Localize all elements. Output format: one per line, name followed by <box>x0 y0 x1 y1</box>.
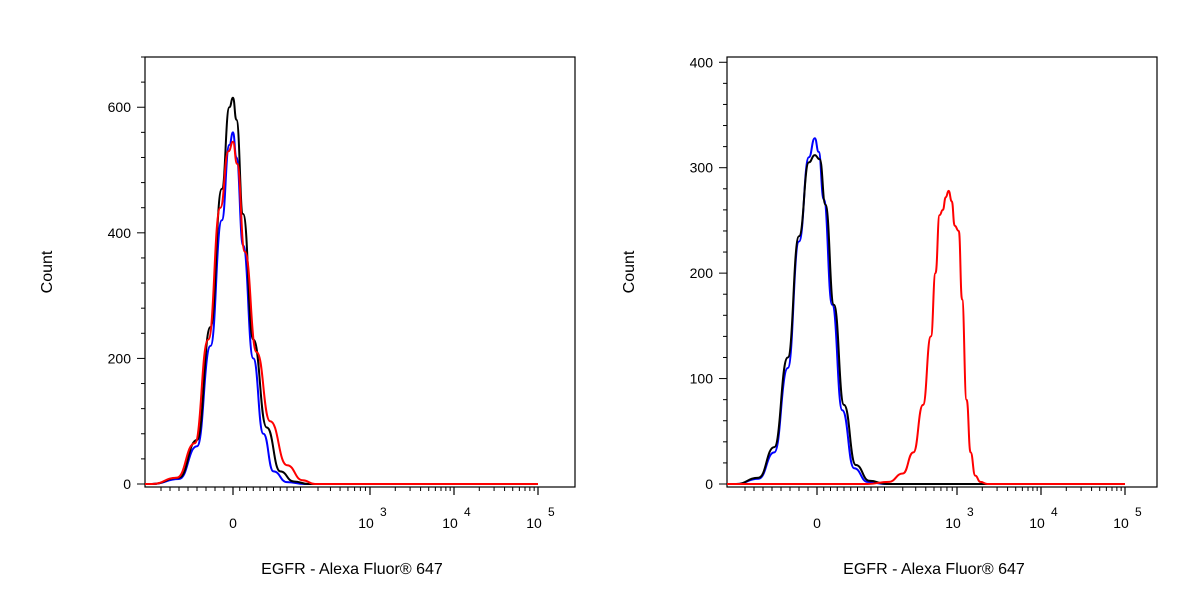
x-tick-label: 0 <box>229 515 237 531</box>
y-tick-label: 300 <box>690 160 714 176</box>
histogram-series-2 <box>726 154 1125 485</box>
x-tick-exponent: 4 <box>1051 505 1058 519</box>
plot-frame <box>144 56 576 488</box>
x-tick-label: 10 <box>945 515 961 531</box>
x-tick-exponent: 4 <box>464 505 471 519</box>
histogram-series-1 <box>726 137 1125 485</box>
x-tick-label: 10 <box>526 515 542 531</box>
y-axis-title: Count <box>621 250 638 293</box>
x-tick-label: 10 <box>442 515 458 531</box>
x-tick-exponent: 5 <box>548 505 555 519</box>
x-tick-exponent: 3 <box>967 505 974 519</box>
y-tick-label: 600 <box>108 99 132 115</box>
y-tick-label: 400 <box>690 54 714 70</box>
y-tick-label: 200 <box>690 265 714 281</box>
plot-frame <box>726 56 1158 488</box>
x-tick-label: 10 <box>1113 515 1129 531</box>
y-tick-label: 100 <box>690 371 714 387</box>
y-tick-label: 0 <box>123 476 131 492</box>
histogram-series-1 <box>144 131 538 485</box>
x-tick-label: 10 <box>1029 515 1045 531</box>
y-tick-label: 400 <box>108 225 132 241</box>
x-tick-exponent: 5 <box>1135 505 1142 519</box>
y-tick-label: 0 <box>705 476 713 492</box>
x-axis-title: EGFR - Alexa Fluor® 647 <box>843 561 1025 578</box>
x-axis-title: EGFR - Alexa Fluor® 647 <box>261 561 443 578</box>
chart-panel-2: 0 100 200 300 400 0 10 3 10 4 10 5 EGFR - Alexa Fluo… <box>621 54 1158 578</box>
y-axis-title: Count <box>39 250 56 293</box>
histogram-series-2 <box>144 96 538 485</box>
x-tick-label: 10 <box>358 515 374 531</box>
chart-panel-1: 0 200 400 600 0 10 3 10 4 10 5 EGFR - Alexa Fluor® … <box>39 56 576 578</box>
x-tick-exponent: 3 <box>380 505 387 519</box>
x-tick-label: 0 <box>813 515 821 531</box>
histogram-series-3 <box>144 140 538 486</box>
histogram-series-3 <box>726 189 1125 486</box>
y-tick-label: 200 <box>108 350 132 366</box>
